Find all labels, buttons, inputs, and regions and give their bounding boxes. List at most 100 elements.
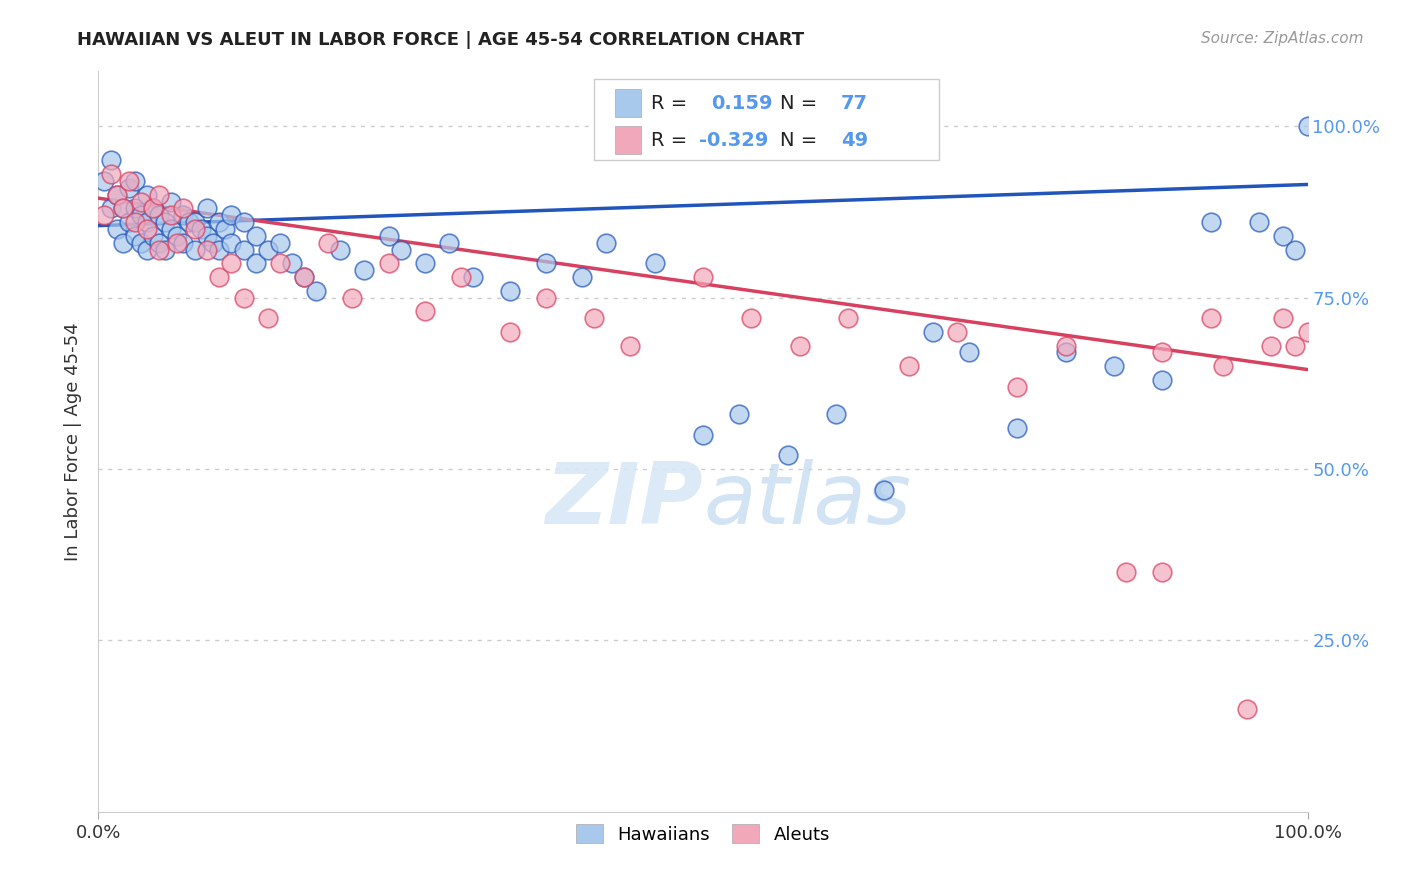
Point <box>166 228 188 243</box>
Point <box>111 202 134 216</box>
Text: atlas: atlas <box>703 459 911 542</box>
Point <box>437 235 460 250</box>
Point <box>214 222 236 236</box>
Point <box>105 187 128 202</box>
Point <box>172 208 194 222</box>
Point <box>389 243 412 257</box>
Text: 49: 49 <box>841 131 868 150</box>
Point <box>124 215 146 229</box>
Bar <box>614 89 641 117</box>
Point <box>195 202 218 216</box>
Point <box>100 202 122 216</box>
Point <box>413 304 436 318</box>
Point <box>1236 702 1258 716</box>
Point <box>292 270 315 285</box>
Text: HAWAIIAN VS ALEUT IN LABOR FORCE | AGE 45-54 CORRELATION CHART: HAWAIIAN VS ALEUT IN LABOR FORCE | AGE 4… <box>77 31 804 49</box>
Point <box>353 263 375 277</box>
Point <box>281 256 304 270</box>
Point <box>1296 325 1319 339</box>
Point <box>571 270 593 285</box>
Point <box>498 284 520 298</box>
Point <box>111 235 134 250</box>
Point <box>208 215 231 229</box>
Point <box>256 311 278 326</box>
FancyBboxPatch shape <box>595 78 939 161</box>
Point <box>202 235 225 250</box>
Point <box>619 338 641 352</box>
Point <box>1152 565 1174 579</box>
Point <box>93 174 115 188</box>
Point <box>160 222 183 236</box>
Y-axis label: In Labor Force | Age 45-54: In Labor Force | Age 45-54 <box>65 322 83 561</box>
Point <box>190 222 212 236</box>
Text: N =: N = <box>780 131 824 150</box>
Point <box>135 243 157 257</box>
Point <box>1007 380 1029 394</box>
Point <box>692 270 714 285</box>
Point <box>728 407 751 421</box>
Point <box>221 208 243 222</box>
Point <box>789 338 811 352</box>
Point <box>129 235 152 250</box>
Point <box>342 291 364 305</box>
Point <box>1115 565 1137 579</box>
Point <box>377 228 399 243</box>
Point <box>1152 345 1174 359</box>
Point <box>124 228 146 243</box>
Point <box>148 187 170 202</box>
Point <box>221 256 243 270</box>
Point <box>534 256 557 270</box>
Point <box>129 194 152 209</box>
Point <box>129 208 152 222</box>
Point <box>316 235 339 250</box>
Point <box>825 407 848 421</box>
Point <box>1212 359 1234 373</box>
Point <box>221 235 243 250</box>
Point <box>142 202 165 216</box>
Point <box>1152 373 1174 387</box>
Point <box>118 174 141 188</box>
Point <box>837 311 859 326</box>
Point <box>172 235 194 250</box>
Point <box>583 311 606 326</box>
Point <box>498 325 520 339</box>
Point <box>1054 345 1077 359</box>
Point <box>1260 338 1282 352</box>
Point <box>1249 215 1271 229</box>
Point <box>692 427 714 442</box>
Point <box>105 222 128 236</box>
Point <box>135 187 157 202</box>
Point <box>100 167 122 181</box>
Point <box>1199 311 1222 326</box>
Point <box>292 270 315 285</box>
Point <box>245 228 267 243</box>
Point <box>740 311 762 326</box>
Point <box>534 291 557 305</box>
Point <box>463 270 485 285</box>
Point <box>595 235 617 250</box>
Point <box>305 284 328 298</box>
Point <box>172 202 194 216</box>
Point <box>245 256 267 270</box>
Point <box>232 243 254 257</box>
Point <box>124 202 146 216</box>
Point <box>195 228 218 243</box>
Point <box>1054 338 1077 352</box>
Point <box>142 228 165 243</box>
Point <box>142 202 165 216</box>
Point <box>179 215 201 229</box>
Point <box>644 256 666 270</box>
Point <box>208 270 231 285</box>
Text: R =: R = <box>651 131 693 150</box>
Point <box>148 208 170 222</box>
Point <box>153 215 176 229</box>
Point <box>208 243 231 257</box>
Legend: Hawaiians, Aleuts: Hawaiians, Aleuts <box>569 817 837 851</box>
Point <box>897 359 920 373</box>
Point <box>153 243 176 257</box>
Point <box>148 235 170 250</box>
Point <box>100 153 122 168</box>
Text: Source: ZipAtlas.com: Source: ZipAtlas.com <box>1201 31 1364 46</box>
Point <box>946 325 969 339</box>
Text: 0.159: 0.159 <box>711 94 773 112</box>
